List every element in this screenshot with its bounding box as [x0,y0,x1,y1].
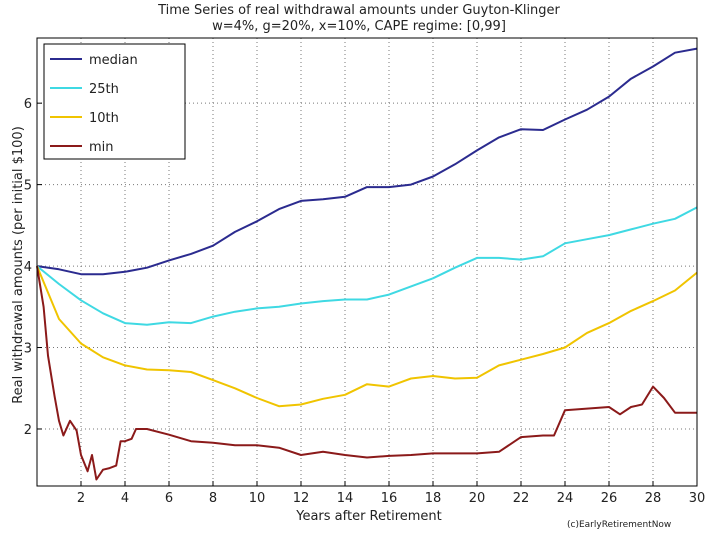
chart-title-line-1: Time Series of real withdrawal amounts u… [157,3,560,18]
series-lines [36,47,698,481]
legend: median 25th 10th min [43,43,186,160]
x-tick-label: 14 [337,491,354,506]
x-tick-label: 10 [249,491,266,506]
x-tick-label: 12 [293,491,310,506]
plot-border [36,37,698,487]
y-tick-label: 2 [24,423,32,438]
grid-lines [37,38,697,486]
x-tick-label: 28 [645,491,662,506]
x-tick-label: 4 [121,491,129,506]
legend-box [43,43,186,160]
credit-text: (c)EarlyRetirementNow [567,520,671,530]
y-axis-label: Real withdrawal amounts (per initial $10… [11,126,26,404]
x-axis-label: Years after Retirement [295,509,442,524]
x-tick-label: 2 [77,491,85,506]
series-line-25th [36,206,698,326]
x-tick-label: 24 [557,491,574,506]
series-line-10th [36,265,698,408]
chart-title-line-2: w=4%, g=20%, x=10%, CAPE regime: [0,99] [212,19,506,34]
x-tick-label: 26 [601,491,618,506]
legend-label-10th: 10th [89,111,119,126]
x-tick-label: 18 [425,491,442,506]
x-tick-label: 30 [689,491,706,506]
x-tick-label: 6 [165,491,173,506]
y-tick-label: 6 [24,97,32,112]
series-line-median [36,47,698,276]
legend-label-25th: 25th [89,82,119,97]
x-tick-label: 16 [381,491,398,506]
legend-label-median: median [89,53,138,68]
x-tick-label: 22 [513,491,530,506]
x-tick-label: 8 [209,491,217,506]
x-tick-label: 20 [469,491,486,506]
legend-label-min: min [89,140,114,155]
y-tick-label: 3 [24,342,32,357]
y-tick-label: 5 [24,179,32,194]
y-tick-label: 4 [24,260,32,275]
x-axis-ticks: 2 4 6 8 10 12 14 16 18 20 22 24 26 28 30 [77,481,705,506]
series-line-min [36,265,697,481]
